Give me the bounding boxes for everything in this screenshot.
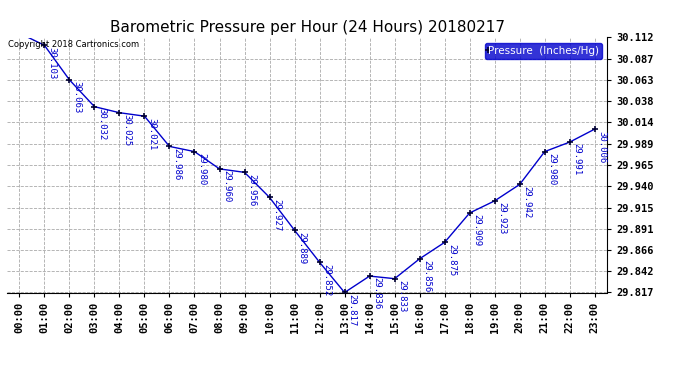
Pressure  (Inches/Hg) <box>315 260 324 264</box>
Text: 29.980: 29.980 <box>197 153 206 185</box>
Text: 29.980: 29.980 <box>547 153 556 185</box>
Pressure  (Inches/Hg) <box>266 195 274 200</box>
Pressure  (Inches/Hg) <box>491 199 499 203</box>
Line: Pressure  (Inches/Hg): Pressure (Inches/Hg) <box>16 30 598 296</box>
Legend: Pressure  (Inches/Hg): Pressure (Inches/Hg) <box>485 43 602 59</box>
Text: 29.856: 29.856 <box>422 260 431 292</box>
Text: 29.942: 29.942 <box>522 186 531 218</box>
Pressure  (Inches/Hg) <box>540 149 549 154</box>
Text: 29.923: 29.923 <box>497 202 506 234</box>
Pressure  (Inches/Hg) <box>215 166 224 171</box>
Pressure  (Inches/Hg) <box>290 228 299 232</box>
Pressure  (Inches/Hg) <box>115 111 124 115</box>
Pressure  (Inches/Hg) <box>515 182 524 187</box>
Pressure  (Inches/Hg) <box>440 240 449 244</box>
Pressure  (Inches/Hg) <box>340 290 348 295</box>
Text: Copyright 2018 Cartronics.com: Copyright 2018 Cartronics.com <box>8 40 139 49</box>
Text: 30.063: 30.063 <box>72 81 81 114</box>
Text: 29.836: 29.836 <box>373 278 382 310</box>
Text: 30.117: 30.117 <box>0 374 1 375</box>
Pressure  (Inches/Hg) <box>366 274 374 278</box>
Pressure  (Inches/Hg) <box>66 78 74 82</box>
Pressure  (Inches/Hg) <box>166 144 174 148</box>
Text: 29.991: 29.991 <box>573 144 582 176</box>
Pressure  (Inches/Hg) <box>140 114 148 118</box>
Pressure  (Inches/Hg) <box>591 127 599 131</box>
Pressure  (Inches/Hg) <box>466 211 474 215</box>
Pressure  (Inches/Hg) <box>15 31 23 35</box>
Pressure  (Inches/Hg) <box>566 140 574 144</box>
Pressure  (Inches/Hg) <box>391 276 399 281</box>
Pressure  (Inches/Hg) <box>90 104 99 109</box>
Text: 30.032: 30.032 <box>97 108 106 140</box>
Text: 30.103: 30.103 <box>47 46 56 79</box>
Text: 30.021: 30.021 <box>147 117 156 150</box>
Text: 29.986: 29.986 <box>172 148 181 180</box>
Text: 30.006: 30.006 <box>598 130 607 163</box>
Text: 29.956: 29.956 <box>247 174 256 206</box>
Text: 29.960: 29.960 <box>222 170 231 202</box>
Pressure  (Inches/Hg) <box>40 43 48 48</box>
Text: 30.025: 30.025 <box>122 114 131 146</box>
Pressure  (Inches/Hg) <box>190 149 199 154</box>
Title: Barometric Pressure per Hour (24 Hours) 20180217: Barometric Pressure per Hour (24 Hours) … <box>110 20 504 35</box>
Text: 29.875: 29.875 <box>447 244 456 276</box>
Pressure  (Inches/Hg) <box>415 256 424 261</box>
Text: 29.852: 29.852 <box>322 264 331 296</box>
Text: 29.833: 29.833 <box>397 280 406 312</box>
Text: 29.817: 29.817 <box>347 294 356 326</box>
Text: 29.909: 29.909 <box>473 214 482 247</box>
Text: 29.889: 29.889 <box>297 232 306 264</box>
Pressure  (Inches/Hg) <box>240 170 248 175</box>
Text: 29.927: 29.927 <box>273 199 282 231</box>
